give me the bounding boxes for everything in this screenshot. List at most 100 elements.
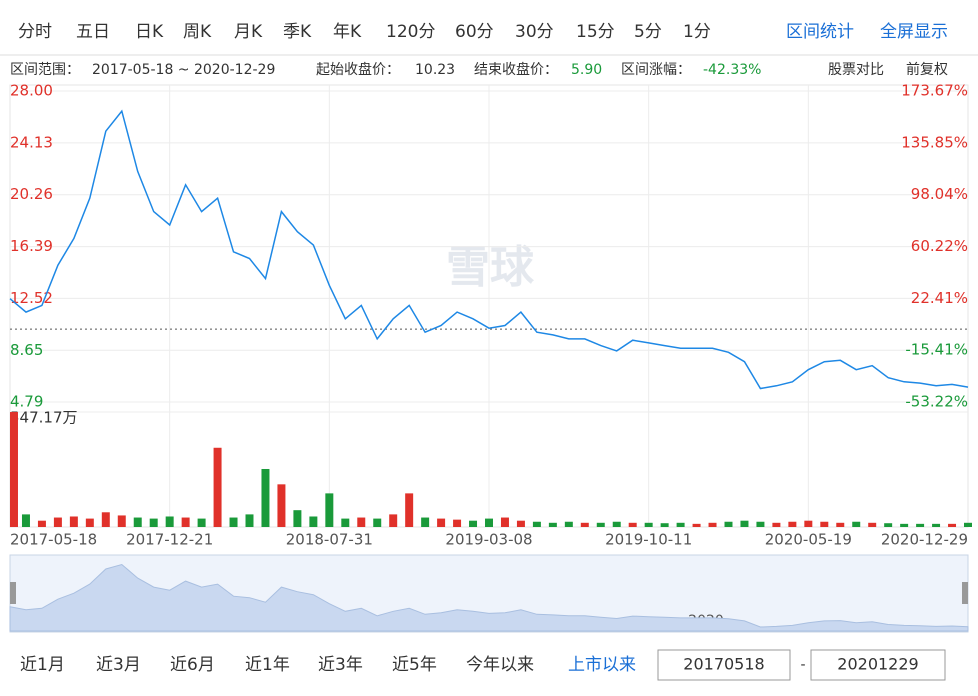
volume-bar bbox=[724, 521, 733, 527]
range: 2017-05-18 ~ 2020-12-29 bbox=[92, 62, 275, 78]
volume-bar bbox=[21, 514, 30, 527]
period[interactable]: 上市以来 bbox=[568, 655, 636, 675]
tool[interactable]: 区间统计 bbox=[786, 22, 854, 42]
volume-bar bbox=[245, 514, 254, 527]
volume-bar bbox=[149, 518, 158, 527]
date-input[interactable] bbox=[810, 649, 946, 681]
y2-tick-label: 98.04% bbox=[911, 185, 968, 203]
volume-bar bbox=[165, 516, 174, 527]
volume-bar bbox=[644, 522, 653, 527]
volume-bar bbox=[405, 493, 414, 527]
navigator-area bbox=[9, 563, 969, 632]
volume-bar bbox=[37, 520, 46, 527]
nav-handle[interactable] bbox=[962, 582, 968, 604]
volume-bar bbox=[357, 517, 366, 527]
volume-bar bbox=[692, 523, 701, 527]
x-tick-label: 2017-05-18 bbox=[10, 531, 97, 549]
x-tick-label: 2019-10-11 bbox=[605, 531, 692, 549]
nav-handle[interactable] bbox=[10, 582, 16, 604]
tab[interactable]: 季K bbox=[283, 22, 312, 42]
volume-bar bbox=[804, 520, 813, 527]
volume-bar bbox=[309, 516, 318, 527]
date-input[interactable] bbox=[657, 649, 791, 681]
end-label: 结束收盘价： bbox=[474, 61, 558, 78]
tab[interactable]: 5分 bbox=[634, 22, 662, 42]
tab[interactable]: 五日 bbox=[76, 22, 110, 42]
date-to[interactable]: 20201229 bbox=[837, 655, 918, 674]
volume-bar bbox=[596, 522, 605, 527]
tab[interactable]: 15分 bbox=[576, 22, 615, 42]
period[interactable]: 近6月 bbox=[170, 655, 215, 675]
tab[interactable]: 30分 bbox=[515, 22, 554, 42]
watermark: 雪球 bbox=[446, 242, 535, 293]
volume-bar bbox=[389, 514, 398, 527]
volume-bar bbox=[10, 412, 18, 527]
volume-tick-label: 547.17万 bbox=[10, 409, 78, 427]
tool[interactable]: 全屏显示 bbox=[880, 22, 948, 42]
x-tick-label: 2018-07-31 bbox=[286, 531, 373, 549]
volume-bar bbox=[548, 522, 557, 527]
volume-bar bbox=[932, 523, 941, 527]
volume-bar bbox=[229, 517, 238, 527]
tab[interactable]: 周K bbox=[183, 22, 212, 42]
tab[interactable]: 年K bbox=[333, 22, 362, 42]
volume-bar bbox=[277, 484, 286, 527]
period[interactable]: 近3月 bbox=[96, 655, 141, 675]
tab[interactable]: 月K bbox=[234, 22, 263, 42]
range-label: 区间范围： bbox=[10, 61, 80, 78]
volume-bar bbox=[676, 522, 685, 527]
volume-bar bbox=[836, 522, 845, 527]
option[interactable]: 前复权 bbox=[906, 61, 948, 78]
period[interactable]: 近3年 bbox=[318, 655, 363, 675]
volume-bar bbox=[564, 521, 573, 527]
volume-bar bbox=[85, 518, 94, 527]
volume-bar bbox=[820, 521, 829, 527]
tab[interactable]: 1分 bbox=[683, 22, 711, 42]
y-tick-label: 20.26 bbox=[10, 185, 53, 203]
tab[interactable]: 分时 bbox=[18, 22, 52, 42]
volume-bar bbox=[884, 523, 893, 527]
volume-bar bbox=[485, 518, 493, 527]
x-tick-label: 2020-12-29 bbox=[881, 531, 968, 549]
volume-bar bbox=[261, 468, 270, 527]
y2-tick-label: 135.85% bbox=[901, 133, 968, 151]
volume-bar bbox=[740, 520, 749, 527]
volume-bar bbox=[373, 518, 382, 527]
period[interactable]: 近1月 bbox=[20, 655, 65, 675]
tab[interactable]: 120分 bbox=[386, 22, 435, 42]
tab[interactable]: 日K bbox=[135, 22, 164, 42]
volume-bar bbox=[580, 522, 589, 527]
volume-bar bbox=[421, 517, 430, 527]
y-tick-label: 12.52 bbox=[10, 289, 53, 307]
end: 5.90 bbox=[571, 62, 602, 78]
period[interactable]: 近1年 bbox=[245, 655, 290, 675]
y-tick-label: 28.00 bbox=[10, 82, 53, 100]
y2-tick-label: 173.67% bbox=[901, 82, 968, 100]
volume-bar bbox=[69, 516, 78, 527]
period[interactable]: 近5年 bbox=[392, 655, 437, 675]
volume-bar bbox=[948, 523, 957, 527]
volume-bar bbox=[788, 521, 797, 527]
volume-bar bbox=[197, 518, 206, 527]
y-tick-label: 16.39 bbox=[10, 237, 53, 255]
volume-bar bbox=[53, 517, 62, 527]
volume-bar bbox=[852, 521, 861, 527]
y2-tick-label: -15.41% bbox=[905, 341, 968, 359]
x-tick-label: 2019-03-08 bbox=[445, 531, 532, 549]
volume-bar bbox=[453, 519, 462, 527]
volume-bar bbox=[756, 521, 765, 527]
period[interactable]: 今年以来 bbox=[466, 655, 534, 675]
volume-bar bbox=[341, 518, 350, 527]
volume-bar bbox=[437, 518, 446, 527]
volume-bar bbox=[133, 517, 142, 527]
tab[interactable]: 60分 bbox=[455, 22, 494, 42]
volume-bar bbox=[708, 522, 717, 527]
volume-bar bbox=[916, 523, 925, 527]
date-from[interactable]: 20170518 bbox=[683, 655, 764, 674]
volume-bar bbox=[101, 512, 110, 527]
volume-bar bbox=[181, 517, 190, 527]
change-label: 区间涨幅： bbox=[621, 62, 691, 78]
option[interactable]: 股票对比 bbox=[828, 62, 884, 78]
